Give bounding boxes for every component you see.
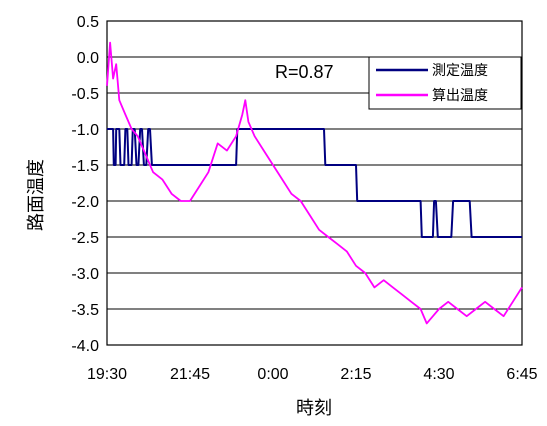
legend-box xyxy=(368,56,522,110)
x-tick-labels: 19:30 21:45 0:00 2:15 4:30 6:45 xyxy=(87,366,538,383)
x-tick-label: 2:15 xyxy=(340,366,371,383)
y-tick-label: -3.5 xyxy=(71,302,99,319)
legend-label-calculated: 算出温度 xyxy=(432,88,488,104)
y-tick-label: -0.5 xyxy=(71,86,99,103)
y-tick-labels: 0.5 0.0 -0.5 -1.0 -1.5 -2.0 -2.5 -3.0 -3.5 -4.0 xyxy=(71,14,99,355)
x-tick-label: 19:30 xyxy=(87,366,127,383)
x-tick-label: 0:00 xyxy=(257,366,288,383)
series-line-1 xyxy=(106,41,523,325)
series-lines xyxy=(106,41,523,325)
legend: 測定温度 算出温度 xyxy=(368,56,522,110)
x-axis-title: 時刻 xyxy=(296,398,332,419)
y-tick-label: -1.0 xyxy=(71,122,99,139)
y-tick-label: 0.0 xyxy=(77,50,99,67)
y-tick-label: -2.5 xyxy=(71,230,99,247)
y-tick-label: -2.0 xyxy=(71,194,99,211)
y-tick-label: -3.0 xyxy=(71,266,99,283)
series-line-0 xyxy=(107,128,522,238)
y-axis-title: 路面温度 xyxy=(26,159,47,231)
y-tick-label: -1.5 xyxy=(71,158,99,175)
x-tick-label: 6:45 xyxy=(506,366,537,383)
annotation-r: R=0.87 xyxy=(275,62,334,82)
y-tick-label: 0.5 xyxy=(77,14,99,31)
legend-label-measured: 測定温度 xyxy=(432,63,488,79)
x-tick-label: 4:30 xyxy=(423,366,454,383)
y-tick-label: -4.0 xyxy=(71,338,99,355)
x-tick-label: 21:45 xyxy=(170,366,210,383)
